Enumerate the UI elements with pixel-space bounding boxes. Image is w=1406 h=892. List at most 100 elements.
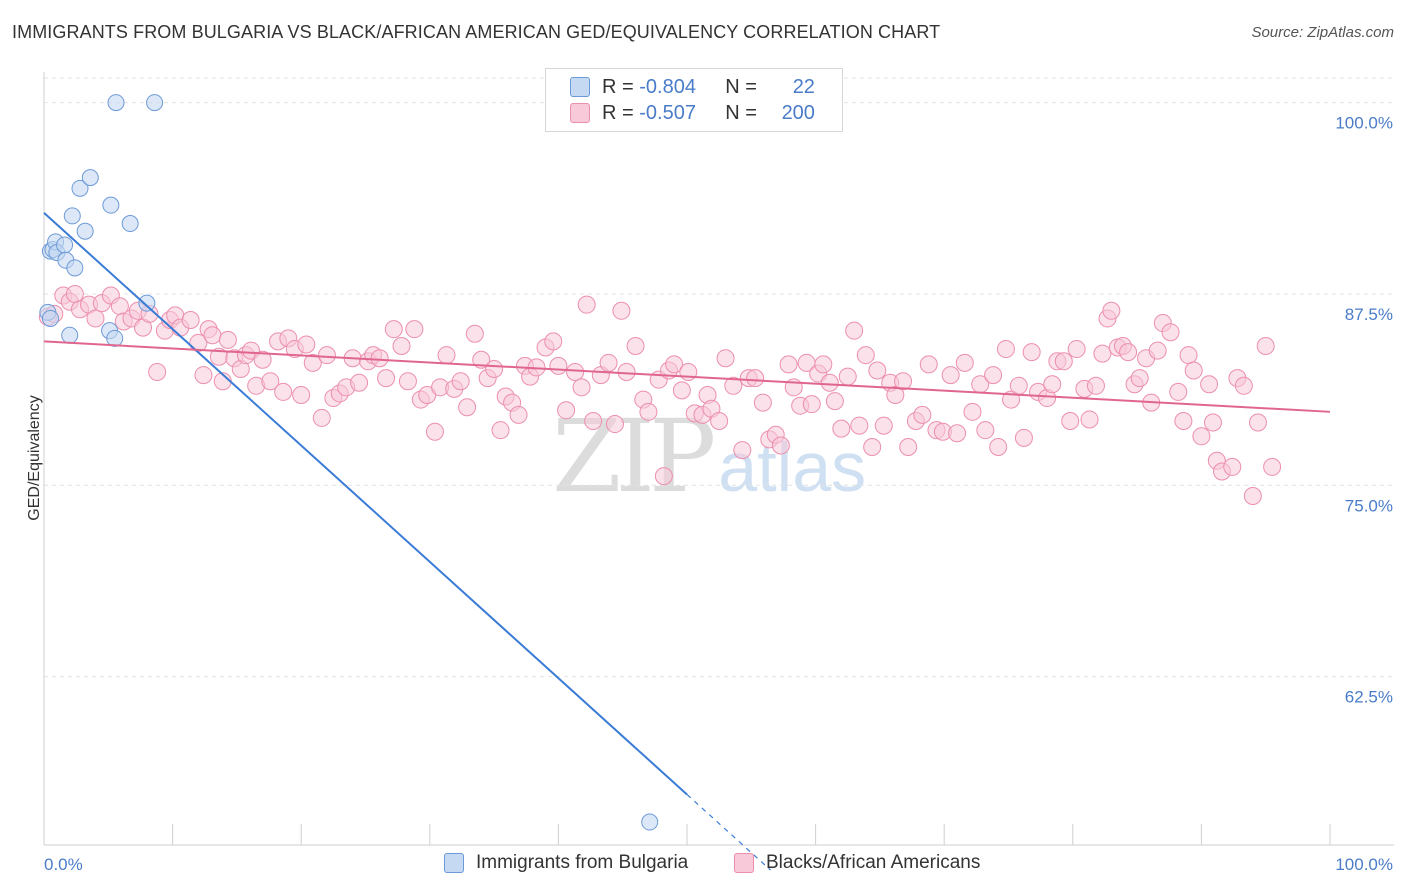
- data-point-blacks: [1256, 336, 1275, 355]
- data-point-blacks: [425, 422, 444, 441]
- data-point-blacks: [941, 366, 960, 385]
- data-point-blacks: [261, 372, 280, 391]
- legend-r-label: R =: [602, 101, 634, 124]
- legend-label-bulgaria: Immigrants from Bulgaria: [476, 852, 689, 873]
- data-point-blacks: [984, 366, 1003, 385]
- data-point-blacks: [654, 467, 673, 486]
- series-blacks-points: [38, 284, 1282, 506]
- legend-swatch-blacks: [570, 103, 590, 123]
- data-point-blacks: [1248, 413, 1267, 432]
- data-point-blacks: [491, 421, 510, 440]
- legend-n-value: 22: [792, 75, 815, 98]
- legend-swatch-bulgaria: [444, 853, 464, 873]
- data-point-blacks: [1009, 376, 1028, 395]
- data-point-bulgaria: [71, 179, 89, 197]
- data-point-blacks: [716, 349, 735, 368]
- data-point-blacks: [724, 376, 743, 395]
- trend-lines: [43, 212, 1331, 871]
- data-point-blacks: [814, 355, 833, 374]
- y-axis-label: GED/Equivalency: [26, 395, 43, 520]
- data-point-blacks: [874, 416, 893, 435]
- data-point-blacks: [913, 405, 932, 424]
- data-point-blacks: [1014, 428, 1033, 447]
- data-point-blacks: [398, 372, 417, 391]
- data-point-blacks: [626, 336, 645, 355]
- data-point-blacks: [1234, 376, 1253, 395]
- x-tick-label: 100.0%: [1335, 855, 1393, 874]
- y-tick-label: 75.0%: [1345, 496, 1393, 515]
- data-point-blacks: [825, 392, 844, 411]
- data-point-blacks: [544, 332, 563, 351]
- data-point-blacks: [465, 324, 484, 343]
- data-point-blacks: [274, 382, 293, 401]
- data-point-blacks: [639, 402, 658, 421]
- data-point-blacks: [955, 353, 974, 372]
- data-point-blacks: [1200, 375, 1219, 394]
- data-point-bulgaria: [56, 236, 74, 254]
- series-bulgaria-points: [39, 94, 659, 831]
- data-point-blacks: [549, 356, 568, 375]
- data-point-blacks: [976, 421, 995, 440]
- data-point-blacks: [802, 395, 821, 414]
- data-point-blacks: [1067, 340, 1086, 359]
- data-point-blacks: [746, 369, 765, 388]
- y-tick-label: 87.5%: [1345, 305, 1393, 324]
- data-point-bulgaria: [107, 94, 125, 112]
- data-point-blacks: [753, 393, 772, 412]
- data-point-blacks: [771, 436, 790, 455]
- series-legend: Immigrants from Bulgaria Blacks/African …: [0, 852, 1406, 878]
- correlation-legend: R = -0.804 N = 22 R = -0.507 N = 200: [545, 68, 843, 132]
- data-point-blacks: [292, 385, 311, 404]
- data-point-bulgaria: [63, 207, 81, 225]
- data-point-blacks: [1130, 369, 1149, 388]
- data-point-blacks: [509, 405, 528, 424]
- legend-row-bulgaria: R = -0.804 N = 22: [546, 74, 815, 100]
- legend-label-blacks: Blacks/African Americans: [766, 852, 981, 873]
- data-point-blacks: [1243, 487, 1262, 506]
- data-point-blacks: [845, 321, 864, 340]
- data-point-blacks: [1086, 376, 1105, 395]
- data-point-blacks: [1054, 352, 1073, 371]
- y-tick-label: 62.5%: [1345, 688, 1393, 707]
- x-axis-ticks: [172, 824, 1331, 845]
- data-point-blacks: [181, 310, 200, 329]
- data-point-blacks: [1169, 382, 1188, 401]
- legend-n-value: 200: [781, 101, 815, 124]
- data-point-blacks: [384, 320, 403, 339]
- x-axis-tick-labels: 0.0% 100.0%: [44, 855, 1393, 874]
- data-point-blacks: [1203, 413, 1222, 432]
- y-tick-label: 100.0%: [1335, 114, 1393, 133]
- data-point-bulgaria: [81, 169, 99, 187]
- data-point-blacks: [350, 373, 369, 392]
- data-point-bulgaria: [106, 329, 124, 347]
- data-point-blacks: [1161, 323, 1180, 342]
- data-point-bulgaria: [641, 813, 659, 831]
- data-point-blacks: [605, 415, 624, 434]
- data-point-blacks: [665, 355, 684, 374]
- data-point-blacks: [194, 366, 213, 385]
- source-label: Source: ZipAtlas.com: [1251, 24, 1394, 41]
- data-point-blacks: [297, 335, 316, 354]
- data-point-blacks: [899, 438, 918, 457]
- data-point-blacks: [572, 378, 591, 397]
- data-point-blacks: [1119, 343, 1138, 362]
- x-tick-label: 0.0%: [44, 855, 83, 874]
- data-point-blacks: [919, 355, 938, 374]
- y-axis-tick-labels: 62.5% 75.0% 87.5% 100.0%: [1335, 114, 1393, 707]
- data-point-blacks: [1223, 457, 1242, 476]
- data-point-blacks: [850, 416, 869, 435]
- data-point-blacks: [894, 372, 913, 391]
- legend-r-label: R =: [602, 75, 634, 98]
- data-point-blacks: [779, 355, 798, 374]
- data-point-blacks: [948, 424, 967, 443]
- data-point-blacks: [370, 349, 389, 368]
- data-point-blacks: [1061, 411, 1080, 430]
- legend-r-value: -0.507: [639, 101, 696, 124]
- data-point-blacks: [989, 438, 1008, 457]
- legend-swatch-bulgaria: [570, 77, 590, 97]
- legend-n-label: N =: [725, 101, 757, 124]
- legend-item-blacks: Blacks/African Americans: [734, 852, 980, 874]
- data-point-blacks: [584, 411, 603, 430]
- data-point-bulgaria: [61, 326, 79, 344]
- data-point-blacks: [392, 336, 411, 355]
